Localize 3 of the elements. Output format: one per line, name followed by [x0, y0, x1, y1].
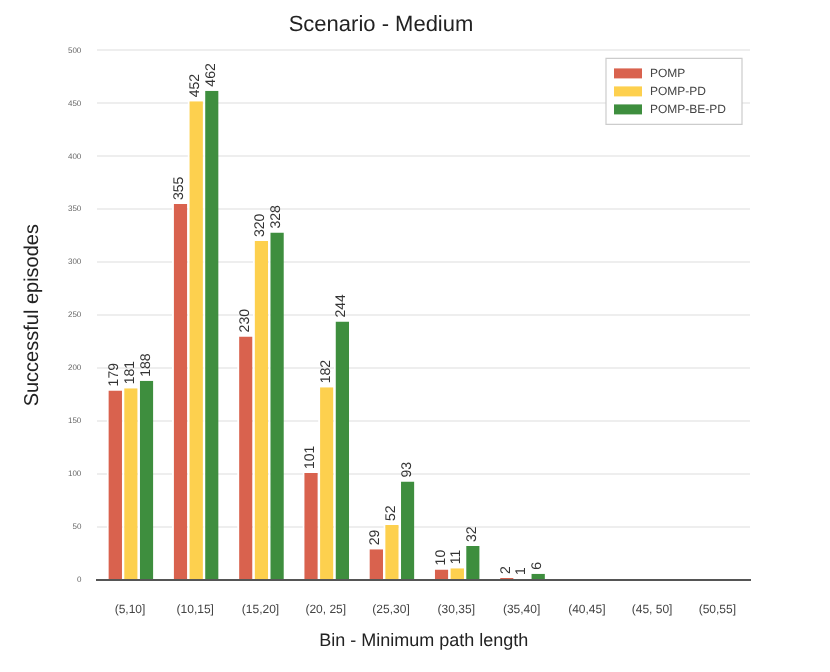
x-axis-title: Bin - Minimum path length: [319, 630, 529, 651]
chart-title: Scenario - Medium: [288, 13, 474, 38]
y-axis-title: Successful episodes: [21, 224, 44, 407]
